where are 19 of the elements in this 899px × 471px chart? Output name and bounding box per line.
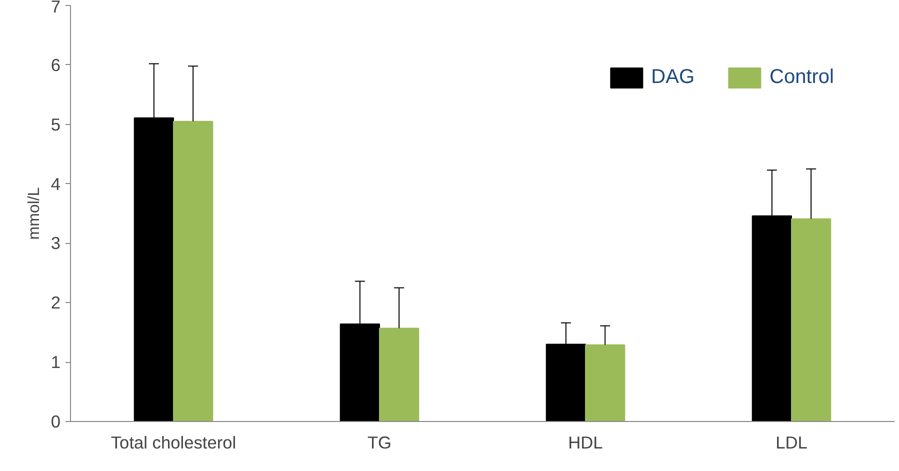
legend-label: Control xyxy=(770,66,834,89)
bar xyxy=(173,120,214,422)
bar xyxy=(379,328,420,422)
bar xyxy=(791,218,832,422)
y-tick-label: 6 xyxy=(50,54,61,75)
x-tick-label: LDL xyxy=(776,432,808,452)
y-tick-label: 3 xyxy=(50,233,61,254)
x-tick-label: HDL xyxy=(568,432,604,452)
x-tick-label: Total cholesterol xyxy=(110,432,236,452)
legend-label: DAG xyxy=(651,66,695,89)
y-tick-label: 5 xyxy=(50,114,61,134)
bar xyxy=(585,344,626,422)
y-axis-title: mmol/L xyxy=(26,187,43,240)
y-tick-label: 2 xyxy=(50,292,61,313)
y-tick-label: 7 xyxy=(50,0,61,16)
y-tick-label: 4 xyxy=(50,174,61,194)
y-tick-label: 1 xyxy=(50,352,61,372)
x-tick-label: TG xyxy=(367,432,392,452)
y-tick-label: 0 xyxy=(50,412,61,432)
